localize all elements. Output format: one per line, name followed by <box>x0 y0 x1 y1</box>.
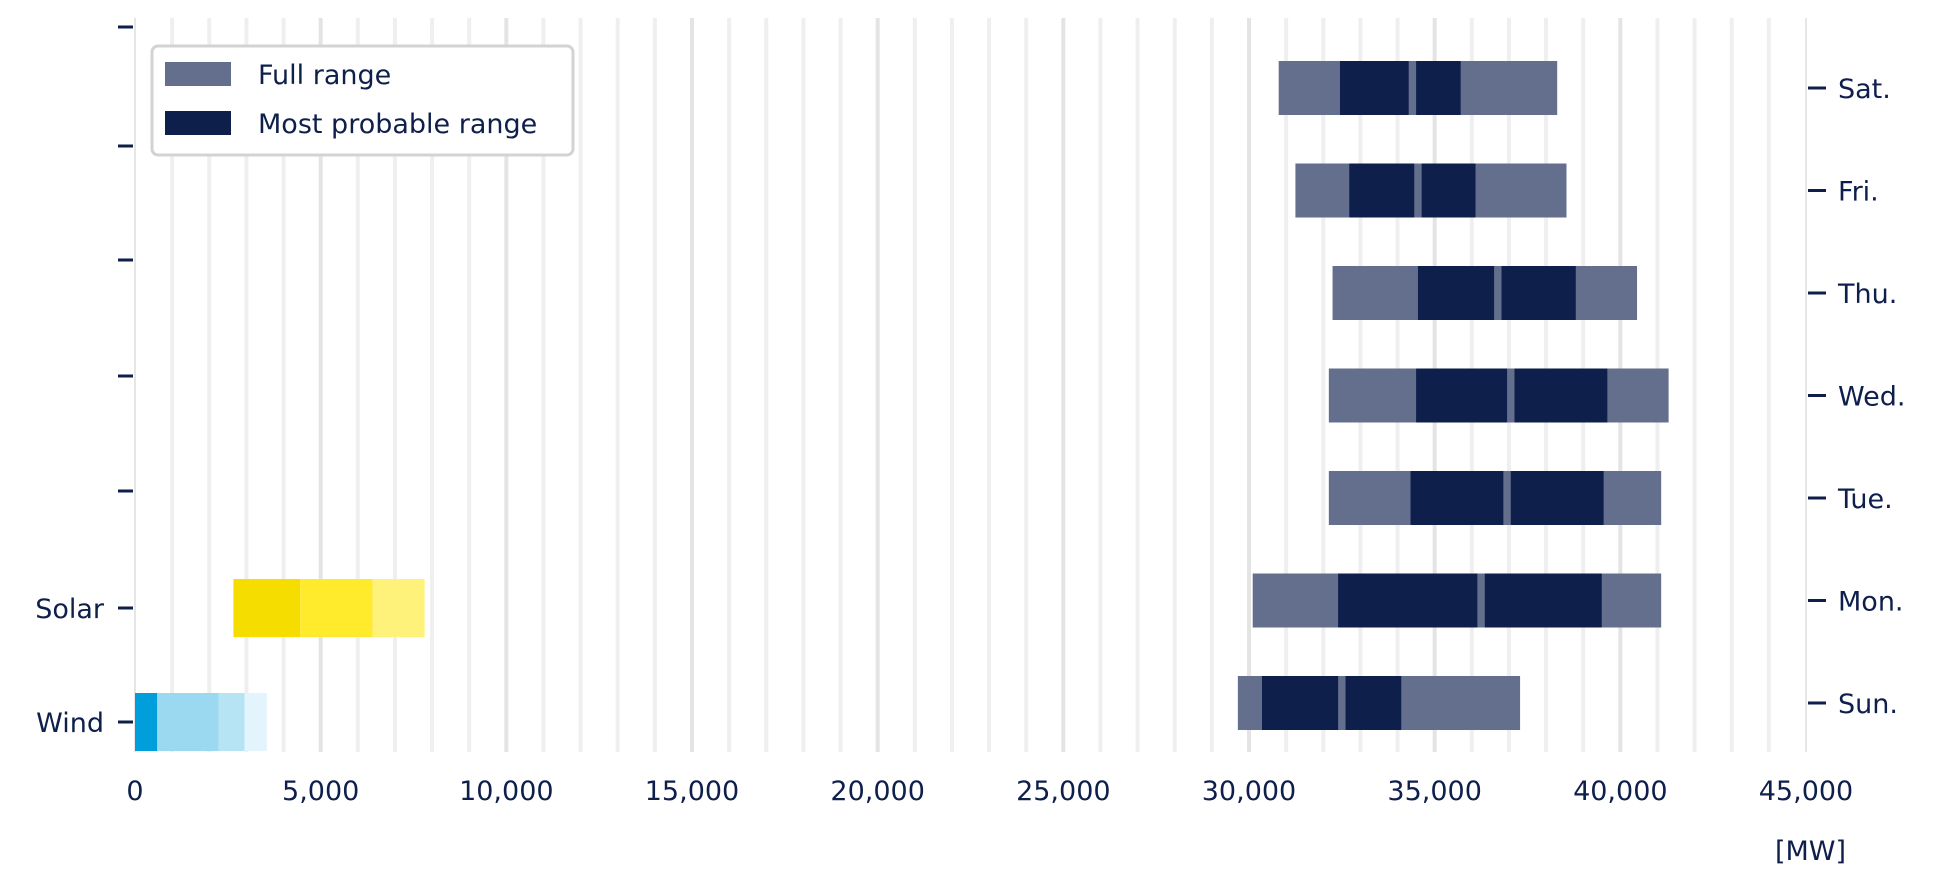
day-label: Tue. <box>1837 484 1893 515</box>
unit-label: [MW] <box>1775 836 1846 867</box>
x-tick-label: 35,000 <box>1387 776 1481 807</box>
left-axis-label: Wind <box>36 708 104 739</box>
x-tick-label: 5,000 <box>282 776 359 807</box>
x-tick-label: 40,000 <box>1573 776 1667 807</box>
x-tick-label: 25,000 <box>1016 776 1110 807</box>
legend-box <box>150 44 575 157</box>
x-tick-label: 45,000 <box>1759 776 1853 807</box>
legend: Full range Most probable range <box>150 44 575 157</box>
legend-label: Full range <box>258 60 391 91</box>
day-label: Mon. <box>1838 587 1904 618</box>
x-tick-label: 10,000 <box>459 776 553 807</box>
probable-range-bar <box>1338 573 1478 628</box>
bars <box>135 61 1669 751</box>
probable-range-bar <box>1345 676 1402 730</box>
axes: Sat. Fri. Thu. Wed. Tue. Mon. Sun. Solar Wind 0 5,… <box>35 25 1905 867</box>
day-label: Thu. <box>1837 279 1897 310</box>
probable-range-bar <box>1421 163 1476 218</box>
day-label: Wed. <box>1838 382 1905 413</box>
probable-range-bar <box>1410 471 1504 525</box>
probable-range-bar <box>1514 368 1608 423</box>
wind-segment <box>157 693 219 751</box>
probable-range-bar <box>1339 61 1409 115</box>
day-label: Sun. <box>1838 689 1898 720</box>
x-tick-label: 15,000 <box>645 776 739 807</box>
solar-segment <box>233 579 301 637</box>
left-axis-label: Solar <box>35 594 105 625</box>
legend-label: Most probable range <box>258 109 537 140</box>
legend-swatch <box>165 111 231 135</box>
probable-range-bar <box>1501 266 1576 320</box>
probable-range-bar <box>1510 471 1604 525</box>
day-label: Sat. <box>1838 74 1891 105</box>
legend-swatch <box>165 62 231 86</box>
probable-range-bar <box>1349 163 1415 218</box>
probable-range-bar <box>1417 266 1495 320</box>
probable-range-bar <box>1416 61 1461 115</box>
x-tick-label: 30,000 <box>1202 776 1296 807</box>
probable-range-bar <box>1416 368 1508 423</box>
x-tick-label: 0 <box>126 776 143 807</box>
solar-segment <box>372 579 425 637</box>
probable-range-bar <box>1484 573 1602 628</box>
wind-segment <box>218 693 245 751</box>
wind-segment <box>135 693 158 751</box>
probable-range-bar <box>1261 676 1339 730</box>
x-tick-label: 20,000 <box>830 776 924 807</box>
day-label: Fri. <box>1838 177 1879 208</box>
solar-segment <box>300 579 373 637</box>
wind-segment <box>244 693 267 751</box>
